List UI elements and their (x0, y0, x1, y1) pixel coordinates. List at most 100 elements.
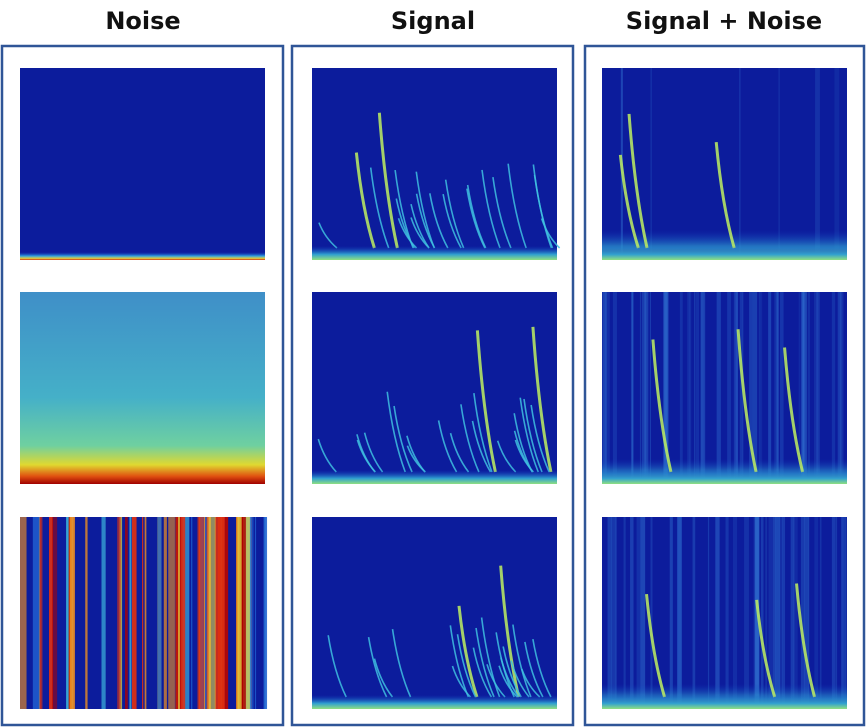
noise-stripe (798, 292, 801, 484)
noise-stripe (644, 292, 649, 484)
chirp (437, 420, 458, 473)
chirp (449, 432, 470, 473)
chirp (475, 330, 497, 473)
chirp (714, 141, 736, 249)
noise-stripe (835, 517, 838, 709)
panel (0, 44, 285, 727)
chirp (391, 628, 412, 698)
noise-stripe (835, 517, 837, 709)
chirp (327, 635, 347, 698)
noise-stripe (174, 517, 182, 709)
noise-stripe (641, 292, 647, 484)
noise-stripe (640, 517, 646, 709)
noise-stripe (38, 517, 40, 709)
column-title: Signal (391, 7, 475, 35)
chirp (415, 193, 436, 249)
chirp (524, 641, 544, 698)
noise-stripe (250, 517, 254, 709)
noise-stripe (834, 68, 840, 260)
noise-stripe (732, 517, 738, 709)
chirp (481, 169, 501, 249)
chirp (475, 627, 495, 698)
spectrogram (312, 517, 557, 709)
spectrogram (602, 68, 847, 260)
noise-stripe (774, 292, 779, 484)
chirp (317, 438, 337, 473)
signal-floor (312, 470, 557, 484)
signal-floor (312, 246, 557, 260)
noise-stripe (131, 517, 137, 709)
noise-stripe (768, 292, 772, 484)
spectrogram (20, 68, 265, 260)
chirp (456, 634, 477, 698)
panel (583, 44, 866, 727)
noise-stripe (804, 517, 809, 709)
chirp (367, 636, 388, 698)
noise-stripe (217, 517, 225, 709)
chirp (394, 169, 414, 249)
noise-stripe (779, 517, 783, 709)
chirp (755, 599, 777, 698)
noise-stripe (221, 517, 229, 709)
noise-stripe (801, 292, 805, 484)
noise-stripe (814, 292, 819, 484)
noise-stripe (692, 517, 696, 709)
noise-stripe (790, 517, 795, 709)
noise-stripe (636, 517, 641, 709)
noise-stripe (805, 292, 807, 484)
chirp (651, 339, 673, 473)
noise-stripe (263, 517, 268, 709)
noise-stripe (129, 517, 132, 709)
noise-stripe (749, 292, 753, 484)
chirp (514, 439, 534, 473)
noise-stripe (663, 292, 668, 484)
chirp (393, 405, 413, 473)
noise-stripe (157, 517, 162, 709)
noise-stripe (52, 517, 58, 709)
noise-stripe (49, 517, 53, 709)
noise-stripe (768, 517, 772, 709)
chirp (531, 326, 553, 473)
noise-stripe (39, 517, 42, 709)
noise-stripe (664, 292, 669, 484)
noise-stripe (630, 517, 634, 709)
chirp (377, 112, 399, 249)
noise-stripe (182, 517, 190, 709)
noise-stripe (614, 517, 618, 709)
noise-floor (20, 252, 265, 260)
chirp (512, 624, 532, 698)
noise-stripe (254, 517, 257, 709)
noise-stripe (242, 517, 246, 709)
noise-stripe (780, 292, 784, 484)
chirp (502, 646, 522, 698)
noise-stripe (604, 292, 610, 484)
noise-stripe (744, 517, 749, 709)
noise-stripe (765, 517, 768, 709)
noise-stripe (807, 292, 810, 484)
noise-stripe (20, 517, 27, 709)
chirp (356, 439, 376, 473)
chirp (363, 432, 384, 473)
noise-stripe (243, 517, 250, 709)
noise-stripe (676, 517, 681, 709)
noise-stripe (841, 517, 844, 709)
noise-stripe (611, 517, 617, 709)
chirp (473, 393, 493, 473)
noise-stripe (607, 517, 612, 709)
chirp (507, 163, 527, 249)
noise-stripe (688, 292, 692, 484)
noise-stripe (800, 517, 805, 709)
noise-stripe (694, 292, 696, 484)
noise-stripe (802, 292, 808, 484)
signal-floor (602, 470, 847, 484)
chirp (354, 152, 376, 249)
noise-stripe (837, 292, 842, 484)
chirp (795, 583, 816, 698)
noise-stripe (775, 517, 780, 709)
chirp (618, 154, 640, 249)
chirp (471, 420, 492, 473)
noise-stripe (639, 292, 642, 484)
noise-stripe (700, 292, 704, 484)
signal-floor (602, 246, 847, 260)
